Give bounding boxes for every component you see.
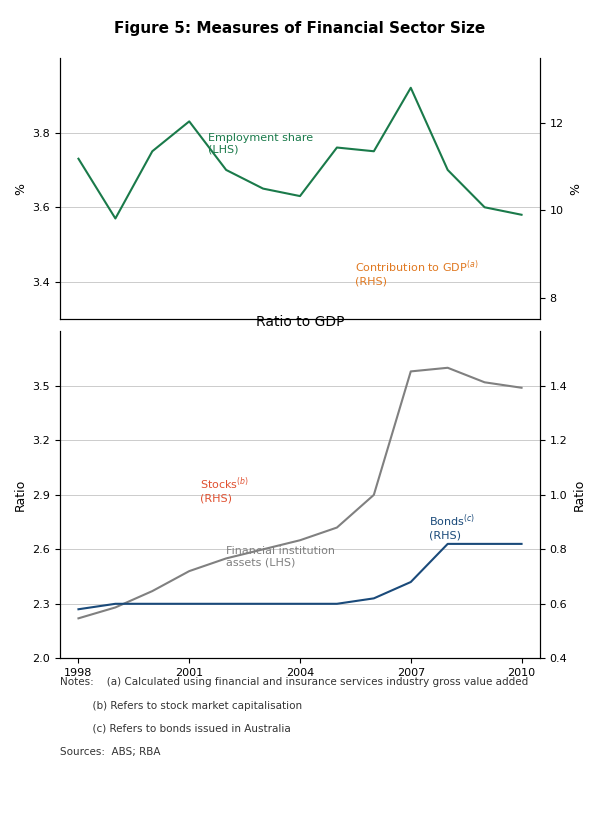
Text: Financial institution
assets (LHS): Financial institution assets (LHS) [226,546,335,567]
Title: Ratio to GDP: Ratio to GDP [256,315,344,329]
Y-axis label: Ratio: Ratio [573,479,586,511]
Text: Figure 5: Measures of Financial Sector Size: Figure 5: Measures of Financial Sector S… [115,21,485,36]
Text: Notes:    (a) Calculated using financial and insurance services industry gross v: Notes: (a) Calculated using financial an… [60,677,528,757]
Text: Bonds$^{(c)}$
(RHS): Bonds$^{(c)}$ (RHS) [429,512,475,540]
Text: Employment share
(LHS): Employment share (LHS) [208,133,313,155]
Y-axis label: Ratio: Ratio [14,479,27,511]
Text: Stocks$^{(b)}$
(RHS): Stocks$^{(b)}$ (RHS) [200,476,250,504]
Y-axis label: %: % [14,183,27,194]
Text: Contribution to GDP$^{(a)}$
(RHS): Contribution to GDP$^{(a)}$ (RHS) [355,259,479,287]
Y-axis label: %: % [569,183,583,194]
